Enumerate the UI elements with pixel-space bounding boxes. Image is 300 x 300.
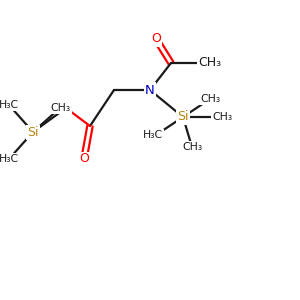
Text: H₃C: H₃C (0, 154, 19, 164)
Text: CH₃: CH₃ (200, 94, 220, 104)
Text: H₃C: H₃C (143, 130, 163, 140)
Text: Si: Si (27, 125, 39, 139)
Text: CH₃: CH₃ (198, 56, 222, 70)
Text: O: O (79, 152, 89, 166)
Text: CH₃: CH₃ (212, 112, 232, 122)
Text: H₃C: H₃C (0, 100, 19, 110)
Text: Si: Si (177, 110, 189, 124)
Text: N: N (145, 83, 155, 97)
Text: O: O (61, 101, 71, 115)
Text: O: O (151, 32, 161, 46)
Text: CH₃: CH₃ (50, 103, 70, 113)
Text: CH₃: CH₃ (182, 142, 202, 152)
